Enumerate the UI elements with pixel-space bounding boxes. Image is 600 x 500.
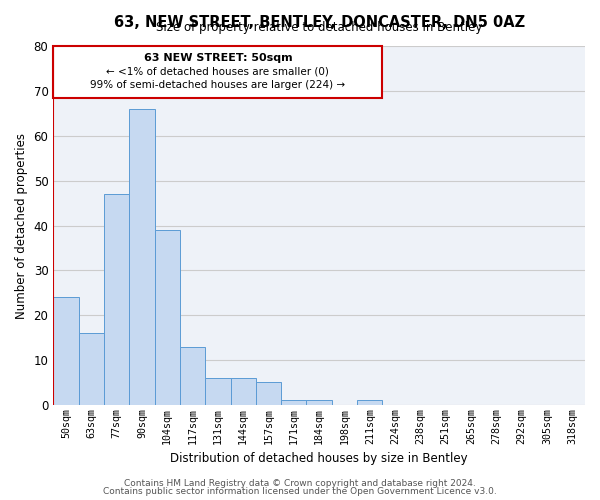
Bar [256, 382, 281, 405]
Bar [104, 194, 129, 405]
Bar [357, 400, 382, 405]
Text: Contains public sector information licensed under the Open Government Licence v3: Contains public sector information licen… [103, 487, 497, 496]
Y-axis label: Number of detached properties: Number of detached properties [15, 132, 28, 318]
Text: Size of property relative to detached houses in Bentley: Size of property relative to detached ho… [156, 21, 482, 34]
Text: Contains HM Land Registry data © Crown copyright and database right 2024.: Contains HM Land Registry data © Crown c… [124, 478, 476, 488]
Bar [53, 46, 382, 98]
Bar [53, 298, 79, 405]
Bar [79, 333, 104, 405]
Text: 99% of semi-detached houses are larger (224) →: 99% of semi-detached houses are larger (… [91, 80, 346, 90]
Title: 63, NEW STREET, BENTLEY, DONCASTER, DN5 0AZ: 63, NEW STREET, BENTLEY, DONCASTER, DN5 … [113, 15, 525, 30]
Text: ← <1% of detached houses are smaller (0): ← <1% of detached houses are smaller (0) [106, 66, 329, 76]
Bar [205, 378, 230, 405]
Bar [129, 109, 155, 405]
Text: 63 NEW STREET: 50sqm: 63 NEW STREET: 50sqm [143, 53, 292, 63]
X-axis label: Distribution of detached houses by size in Bentley: Distribution of detached houses by size … [170, 452, 468, 465]
Bar [230, 378, 256, 405]
Bar [155, 230, 180, 405]
Bar [307, 400, 332, 405]
Bar [180, 346, 205, 405]
Bar [281, 400, 307, 405]
